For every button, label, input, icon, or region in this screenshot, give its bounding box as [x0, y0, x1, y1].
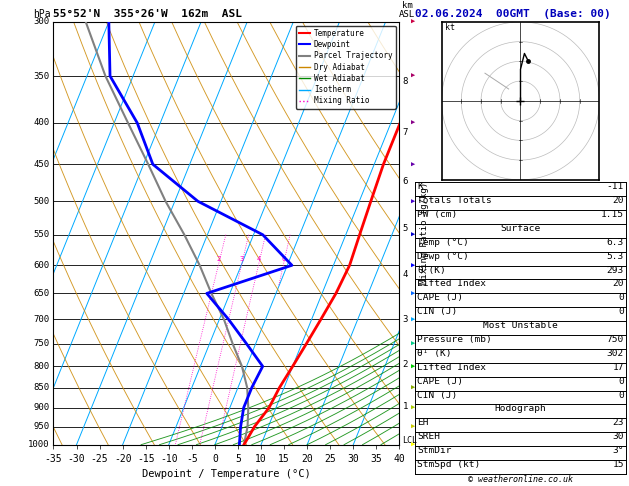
- Text: 1000: 1000: [28, 440, 49, 449]
- Text: Hodograph: Hodograph: [494, 404, 547, 414]
- Text: 7: 7: [403, 128, 408, 137]
- Text: 0: 0: [618, 307, 624, 316]
- Text: ▶: ▶: [411, 161, 415, 167]
- Text: Dewp (°C): Dewp (°C): [417, 252, 469, 260]
- Text: Totals Totals: Totals Totals: [417, 196, 492, 205]
- Text: 1: 1: [403, 402, 408, 412]
- Text: 02.06.2024  00GMT  (Base: 00): 02.06.2024 00GMT (Base: 00): [415, 9, 611, 19]
- Text: hPa: hPa: [33, 9, 50, 19]
- Text: 700: 700: [33, 315, 49, 324]
- Text: ▶: ▶: [411, 341, 415, 347]
- Legend: Temperature, Dewpoint, Parcel Trajectory, Dry Adiabat, Wet Adiabat, Isotherm, Mi: Temperature, Dewpoint, Parcel Trajectory…: [296, 26, 396, 108]
- Text: ▶: ▶: [411, 198, 415, 204]
- Text: Most Unstable: Most Unstable: [483, 321, 558, 330]
- Text: 500: 500: [33, 197, 49, 206]
- Text: 20: 20: [613, 196, 624, 205]
- Text: -11: -11: [607, 182, 624, 191]
- Text: ▶: ▶: [411, 364, 415, 369]
- Text: 6.3: 6.3: [607, 238, 624, 247]
- Text: 950: 950: [33, 422, 49, 431]
- Text: 400: 400: [33, 119, 49, 127]
- Text: CIN (J): CIN (J): [417, 391, 457, 399]
- Text: StmSpd (kt): StmSpd (kt): [417, 460, 481, 469]
- Text: 300: 300: [33, 17, 49, 26]
- Text: 5.3: 5.3: [607, 252, 624, 260]
- Text: ▶: ▶: [411, 424, 415, 430]
- Text: 6: 6: [403, 176, 408, 186]
- Text: 900: 900: [33, 403, 49, 412]
- Text: LCL: LCL: [403, 435, 418, 445]
- Text: km
ASL: km ASL: [399, 1, 415, 19]
- Text: 350: 350: [33, 71, 49, 81]
- Text: 1.15: 1.15: [601, 210, 624, 219]
- Text: 650: 650: [33, 289, 49, 298]
- Text: StmDir: StmDir: [417, 446, 452, 455]
- Text: Surface: Surface: [501, 224, 540, 233]
- Text: 293: 293: [607, 265, 624, 275]
- Text: θᴵ(K): θᴵ(K): [417, 265, 446, 275]
- Text: 0: 0: [618, 377, 624, 386]
- Text: Pressure (mb): Pressure (mb): [417, 335, 492, 344]
- Text: CAPE (J): CAPE (J): [417, 377, 463, 386]
- Text: 302: 302: [607, 349, 624, 358]
- Text: 2: 2: [217, 256, 221, 262]
- Text: ▶: ▶: [411, 73, 415, 79]
- Text: Mixing Ratio (g/kg): Mixing Ratio (g/kg): [420, 182, 429, 284]
- Text: Lifted Index: Lifted Index: [417, 363, 486, 372]
- Text: ▶: ▶: [411, 405, 415, 411]
- Text: 4: 4: [257, 256, 261, 262]
- Text: θᴵ (K): θᴵ (K): [417, 349, 452, 358]
- Text: 3: 3: [240, 256, 244, 262]
- Text: 20: 20: [613, 279, 624, 289]
- Text: 550: 550: [33, 230, 49, 239]
- Text: EH: EH: [417, 418, 428, 427]
- Text: ▶: ▶: [411, 262, 415, 268]
- Text: PW (cm): PW (cm): [417, 210, 457, 219]
- Text: 15: 15: [613, 460, 624, 469]
- Text: 600: 600: [33, 261, 49, 270]
- Text: 17: 17: [613, 363, 624, 372]
- Text: K: K: [417, 182, 423, 191]
- Text: 2: 2: [403, 360, 408, 368]
- Text: 4: 4: [403, 270, 408, 279]
- Text: 8: 8: [403, 77, 408, 87]
- Text: ▶: ▶: [411, 442, 415, 448]
- Text: 750: 750: [33, 339, 49, 348]
- Text: 0: 0: [618, 391, 624, 399]
- Text: 6: 6: [282, 256, 286, 262]
- Text: 800: 800: [33, 362, 49, 371]
- Text: 850: 850: [33, 383, 49, 392]
- Text: 5: 5: [403, 224, 408, 233]
- Text: 0: 0: [618, 294, 624, 302]
- Text: © weatheronline.co.uk: © weatheronline.co.uk: [468, 475, 573, 484]
- Text: ▶: ▶: [411, 120, 415, 126]
- Text: 750: 750: [607, 335, 624, 344]
- Text: ▶: ▶: [411, 19, 415, 25]
- Text: 3°: 3°: [613, 446, 624, 455]
- Text: ▶: ▶: [411, 291, 415, 296]
- Text: 55°52'N  355°26'W  162m  ASL: 55°52'N 355°26'W 162m ASL: [53, 9, 242, 19]
- Text: ▶: ▶: [411, 232, 415, 238]
- Text: CIN (J): CIN (J): [417, 307, 457, 316]
- Text: CAPE (J): CAPE (J): [417, 294, 463, 302]
- Text: SREH: SREH: [417, 432, 440, 441]
- Text: 30: 30: [613, 432, 624, 441]
- Text: ▶: ▶: [411, 316, 415, 322]
- Text: kt: kt: [445, 23, 455, 32]
- Text: ▶: ▶: [411, 384, 415, 391]
- X-axis label: Dewpoint / Temperature (°C): Dewpoint / Temperature (°C): [142, 469, 311, 479]
- Text: Temp (°C): Temp (°C): [417, 238, 469, 247]
- Text: 450: 450: [33, 160, 49, 169]
- Text: Lifted Index: Lifted Index: [417, 279, 486, 289]
- Text: 23: 23: [613, 418, 624, 427]
- Text: 3: 3: [403, 315, 408, 324]
